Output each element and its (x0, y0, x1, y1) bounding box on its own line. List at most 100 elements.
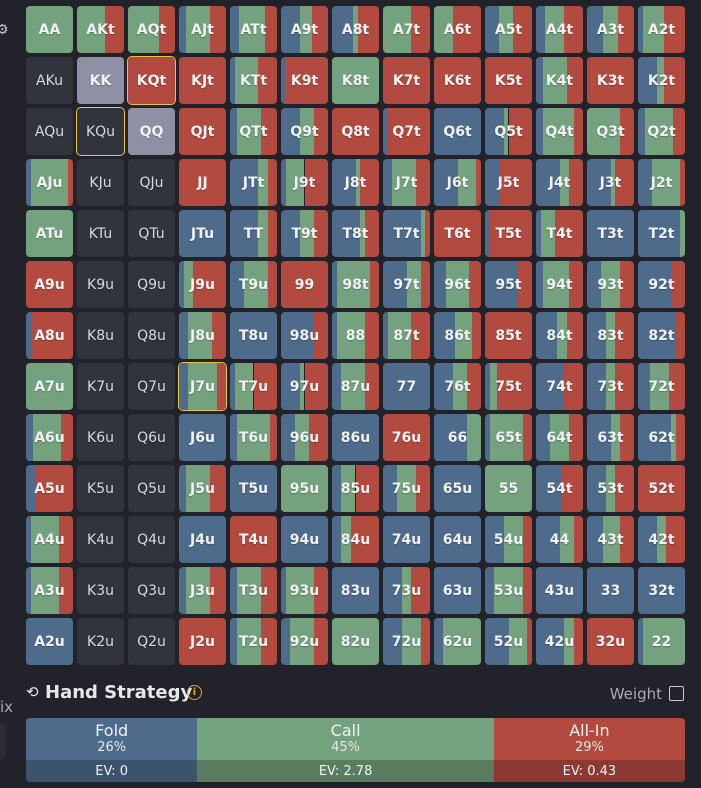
hand-cell[interactable]: T2u (230, 618, 277, 665)
hand-cell[interactable]: QQ (128, 108, 175, 155)
hand-cell[interactable]: J8t (332, 159, 379, 206)
hand-cell[interactable]: T3t (587, 210, 634, 257)
hand-cell[interactable]: T3u (230, 567, 277, 614)
refresh-icon[interactable]: ⟲ (26, 683, 39, 701)
hand-cell[interactable]: J7u (179, 363, 226, 410)
info-icon[interactable]: i (187, 685, 202, 700)
hand-cell[interactable]: A2u (26, 618, 73, 665)
hand-cell[interactable]: KJt (179, 57, 226, 104)
hand-cell[interactable]: K7t (383, 57, 430, 104)
hand-cell[interactable]: 62t (638, 414, 685, 461)
hand-cell[interactable]: A5u (26, 465, 73, 512)
hand-cell[interactable]: K8t (332, 57, 379, 104)
hand-cell[interactable]: KJu (77, 159, 124, 206)
hand-cell[interactable]: 82t (638, 312, 685, 359)
hand-cell[interactable]: 85u (332, 465, 379, 512)
hand-cell[interactable]: 76t (434, 363, 481, 410)
hand-cell[interactable]: 92t (638, 261, 685, 308)
hand-cell[interactable]: 33 (587, 567, 634, 614)
hand-cell[interactable]: 43u (536, 567, 583, 614)
hand-cell[interactable]: K9t (281, 57, 328, 104)
hand-cell[interactable]: Q9u (128, 261, 175, 308)
hand-cell[interactable]: 43t (587, 516, 634, 563)
hand-cell[interactable]: Q3u (128, 567, 175, 614)
hand-cell[interactable]: A5t (485, 6, 532, 53)
hand-cell[interactable]: KQt (128, 57, 175, 104)
hand-cell[interactable]: 97u (281, 363, 328, 410)
hand-cell[interactable]: 54u (485, 516, 532, 563)
hand-cell[interactable]: ATu (26, 210, 73, 257)
hand-cell[interactable]: 95u (281, 465, 328, 512)
hand-cell[interactable]: T7t (383, 210, 430, 257)
hand-cell[interactable]: 63u (434, 567, 481, 614)
hand-cell[interactable]: 99 (281, 261, 328, 308)
hand-cell[interactable]: A9u (26, 261, 73, 308)
hand-cell[interactable]: A9t (281, 6, 328, 53)
hand-cell[interactable]: 44 (536, 516, 583, 563)
hand-cell[interactable]: K3u (77, 567, 124, 614)
hand-cell[interactable]: A7t (383, 6, 430, 53)
hand-cell[interactable]: J3t (587, 159, 634, 206)
hand-cell[interactable]: 42t (638, 516, 685, 563)
hand-cell[interactable]: JTt (230, 159, 277, 206)
hand-cell[interactable]: Q9t (281, 108, 328, 155)
hand-cell[interactable]: T6t (434, 210, 481, 257)
hand-cell[interactable]: 82u (332, 618, 379, 665)
weight-checkbox[interactable] (669, 686, 684, 701)
hand-cell[interactable]: A4u (26, 516, 73, 563)
hand-cell[interactable]: Q7u (128, 363, 175, 410)
hand-cell[interactable]: JJ (179, 159, 226, 206)
hand-cell[interactable]: 66 (434, 414, 481, 461)
hand-cell[interactable]: 65t (485, 414, 532, 461)
hand-cell[interactable]: T5u (230, 465, 277, 512)
hand-cell[interactable]: 53t (587, 465, 634, 512)
hand-cell[interactable]: 74u (383, 516, 430, 563)
hand-cell[interactable]: T4t (536, 210, 583, 257)
hand-cell[interactable]: K2u (77, 618, 124, 665)
hand-cell[interactable]: 94t (536, 261, 583, 308)
hand-cell[interactable]: 62u (434, 618, 481, 665)
hand-cell[interactable]: 32u (587, 618, 634, 665)
hand-cell[interactable]: K9u (77, 261, 124, 308)
hand-cell[interactable]: 72u (383, 618, 430, 665)
hand-cell[interactable]: J4t (536, 159, 583, 206)
hand-cell[interactable]: Q3t (587, 108, 634, 155)
hand-cell[interactable]: T8u (230, 312, 277, 359)
hand-cell[interactable]: AQu (26, 108, 73, 155)
hand-cell[interactable]: 84t (536, 312, 583, 359)
hand-cell[interactable]: ATt (230, 6, 277, 53)
hand-cell[interactable]: 63t (587, 414, 634, 461)
hand-cell[interactable]: 32t (638, 567, 685, 614)
hand-cell[interactable]: Q5t (485, 108, 532, 155)
hand-cell[interactable]: T7u (230, 363, 277, 410)
hand-cell[interactable]: K6t (434, 57, 481, 104)
hand-cell[interactable]: A6t (434, 6, 481, 53)
hand-cell[interactable]: 96t (434, 261, 481, 308)
hand-cell[interactable]: 75t (485, 363, 532, 410)
hand-cell[interactable]: A2t (638, 6, 685, 53)
hand-cell[interactable]: AA (26, 6, 73, 53)
hand-cell[interactable]: 22 (638, 618, 685, 665)
hand-cell[interactable]: Q7t (383, 108, 430, 155)
hand-cell[interactable]: J9u (179, 261, 226, 308)
hand-cell[interactable]: Q8t (332, 108, 379, 155)
hand-cell[interactable]: A3t (587, 6, 634, 53)
hand-cell[interactable]: J9t (281, 159, 328, 206)
hand-cell[interactable]: K8u (77, 312, 124, 359)
hand-cell[interactable]: KTu (77, 210, 124, 257)
hand-cell[interactable]: A8t (332, 6, 379, 53)
hand-cell[interactable]: A6u (26, 414, 73, 461)
hand-cell[interactable]: 75u (383, 465, 430, 512)
hand-cell[interactable]: 98u (281, 312, 328, 359)
hand-cell[interactable]: 97t (383, 261, 430, 308)
hand-cell[interactable]: T8t (332, 210, 379, 257)
hand-cell[interactable]: 86t (434, 312, 481, 359)
hand-cell[interactable]: 95t (485, 261, 532, 308)
hand-cell[interactable]: 85t (485, 312, 532, 359)
hand-cell[interactable]: K5u (77, 465, 124, 512)
hand-cell[interactable]: 64u (434, 516, 481, 563)
hand-cell[interactable]: T9t (281, 210, 328, 257)
hand-cell[interactable]: TT (230, 210, 277, 257)
hand-cell[interactable]: QTu (128, 210, 175, 257)
hand-cell[interactable]: Q6u (128, 414, 175, 461)
